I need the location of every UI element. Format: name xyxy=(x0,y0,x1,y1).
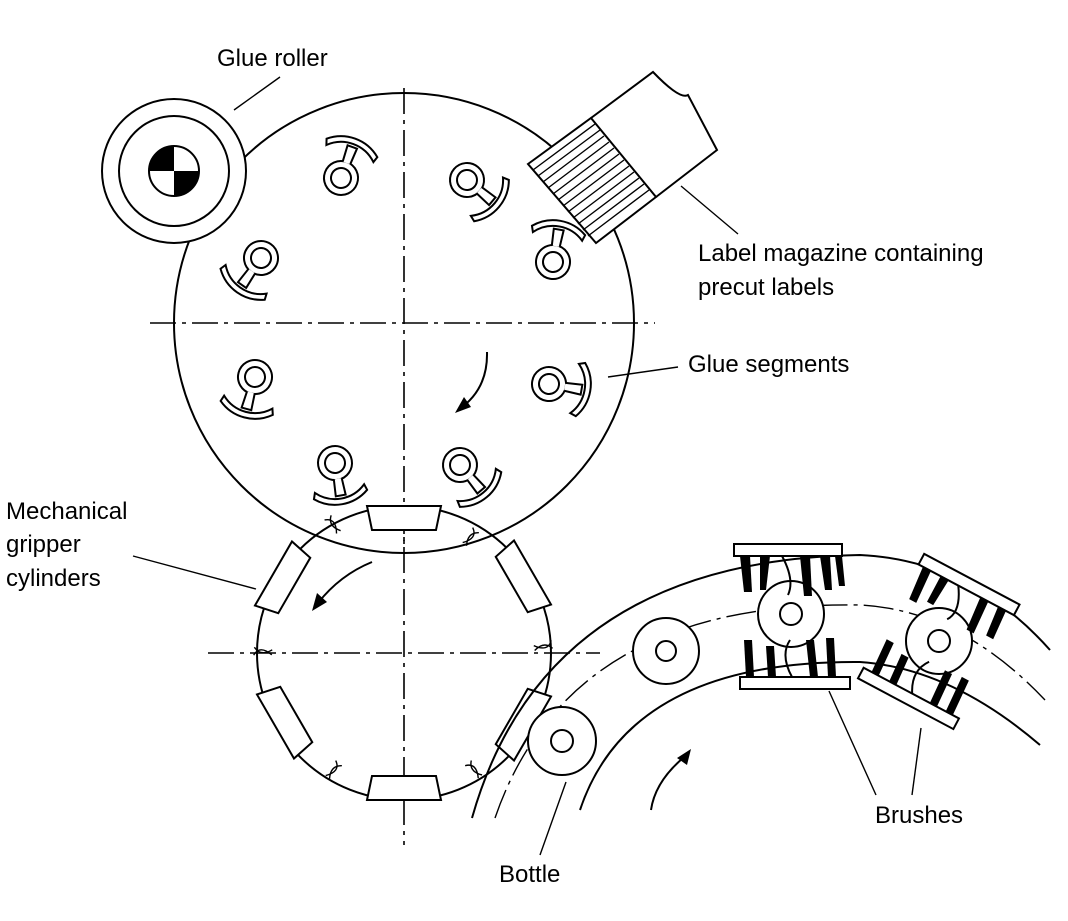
gripper-cylinders-label-line1: Mechanical xyxy=(6,498,127,525)
bottle xyxy=(905,607,973,675)
glue-segments-label: Glue segments xyxy=(688,351,849,378)
bottle-label: Bottle xyxy=(499,861,560,888)
leader-lines xyxy=(132,76,922,856)
gripper-cylinders-label-line3: cylinders xyxy=(6,565,101,592)
brush-station xyxy=(856,552,1021,731)
bottle xyxy=(527,706,597,776)
label-magazine-label-line1: Label magazine containing xyxy=(698,240,984,267)
label-magazine xyxy=(526,70,719,245)
glue-segment xyxy=(522,215,588,285)
brushes-label: Brushes xyxy=(875,802,963,829)
glue-roller xyxy=(101,98,247,244)
bottle xyxy=(632,617,700,685)
bottle xyxy=(757,580,825,648)
label-magazine-label-line2: precut labels xyxy=(698,274,834,301)
glue-segment xyxy=(435,147,518,229)
glue-segments xyxy=(213,128,596,516)
glue-segment xyxy=(308,128,382,205)
glue-segment xyxy=(304,440,370,510)
glue-segment xyxy=(217,352,287,426)
gripper-cylinder xyxy=(208,505,600,845)
gripper-cylinders-label-line2: gripper xyxy=(6,531,81,558)
glue-roller-label: Glue roller xyxy=(217,45,328,72)
glue-segment xyxy=(427,433,509,516)
labels: Glue roller Label magazine containing pr… xyxy=(6,45,984,888)
brush-station xyxy=(733,543,851,690)
bottles xyxy=(527,580,973,776)
glue-segment xyxy=(213,227,294,309)
glue-segment xyxy=(526,353,596,419)
